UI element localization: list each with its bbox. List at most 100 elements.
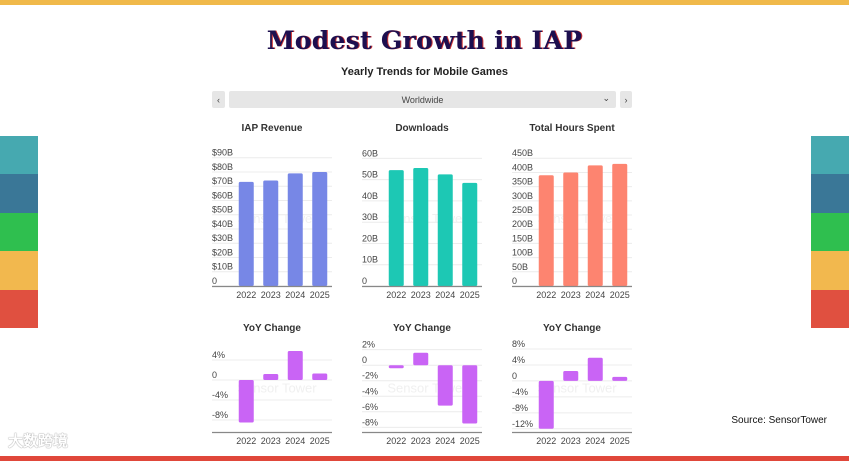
x-tick-label: 2024 xyxy=(435,436,455,446)
x-tick-label: 2023 xyxy=(411,436,431,446)
y-tick-label: 0 xyxy=(362,355,367,365)
y-tick-label: 250B xyxy=(512,205,533,215)
bar xyxy=(587,357,603,381)
color-band xyxy=(811,136,849,175)
chart-title: YoY Change xyxy=(543,323,601,334)
y-tick-label: 0 xyxy=(212,276,217,286)
watermark: Sensor Tower xyxy=(387,381,467,396)
y-tick-label: 8% xyxy=(512,339,525,349)
x-tick-label: 2023 xyxy=(561,290,581,300)
bar xyxy=(238,380,254,423)
y-tick-label: 0 xyxy=(512,371,517,381)
bar xyxy=(538,380,554,429)
y-tick-label: 40B xyxy=(362,191,378,201)
bar xyxy=(538,175,554,286)
y-tick-label: 20B xyxy=(362,233,378,243)
chart-panel: Total Hours Spent 0 50B 100B 150B 200B 250B 300… xyxy=(512,121,632,301)
x-tick-label: 2025 xyxy=(310,436,330,446)
color-band xyxy=(811,289,849,328)
y-tick-label: $30B xyxy=(212,233,233,243)
x-tick-label: 2023 xyxy=(261,290,281,300)
bar xyxy=(612,376,628,381)
bar xyxy=(312,373,328,380)
next-region-button[interactable]: › xyxy=(620,91,632,108)
x-tick-label: 2024 xyxy=(585,290,605,300)
right-color-strip xyxy=(811,136,849,328)
bar xyxy=(263,374,279,380)
bottom-accent-bar xyxy=(0,456,849,461)
color-band xyxy=(811,174,849,213)
y-tick-label: 200B xyxy=(512,219,533,229)
x-tick-label: 2023 xyxy=(561,436,581,446)
x-tick-label: 2022 xyxy=(236,436,256,446)
x-tick-label: 2022 xyxy=(386,290,406,300)
x-tick-label: 2024 xyxy=(585,436,605,446)
y-tick-label: -2% xyxy=(362,371,378,381)
y-tick-label: $10B xyxy=(212,262,233,272)
y-tick-label: $50B xyxy=(212,205,233,215)
region-select-value: Worldwide xyxy=(401,94,444,105)
y-tick-label: -8% xyxy=(362,417,378,427)
bar xyxy=(413,352,429,366)
top-accent-bar xyxy=(0,0,849,5)
chart-panel: YoY Change -8% -6% -4% -2% 0 2% Sensor Tower 202… xyxy=(362,321,482,449)
y-tick-label: 300B xyxy=(512,191,533,201)
chart-title: YoY Change xyxy=(393,323,451,334)
chart-panel: YoY Change -8% -4% 0 4% Sensor Tower 2022 2023 2… xyxy=(212,321,332,449)
x-tick-label: 2022 xyxy=(236,290,256,300)
prev-region-button[interactable]: ‹ xyxy=(212,91,225,108)
y-tick-label: -8% xyxy=(512,403,528,413)
chart-panel: IAP Revenue 0 $10B $20B $30B $40B $50B $60B $70B… xyxy=(212,121,332,301)
bar xyxy=(462,182,478,286)
logo: 大数跨境 xyxy=(8,433,69,450)
y-tick-label: -4% xyxy=(212,390,228,400)
x-tick-label: 2023 xyxy=(261,436,281,446)
y-tick-label: 30B xyxy=(362,212,378,222)
x-tick-label: 2025 xyxy=(310,290,330,300)
y-tick-label: 0 xyxy=(212,370,217,380)
region-select[interactable]: Worldwide ⌄ xyxy=(229,91,616,108)
y-tick-label: 60B xyxy=(362,148,378,158)
color-band xyxy=(811,251,849,290)
chart-panel: YoY Change -12% -8% -4% 0 4% 8% Sensor Tower 202… xyxy=(512,321,632,449)
bar xyxy=(388,365,404,369)
y-tick-label: 0 xyxy=(362,276,367,286)
left-color-strip xyxy=(0,136,38,328)
bar xyxy=(312,171,328,286)
y-tick-label: -12% xyxy=(512,419,533,429)
chart-title: Total Hours Spent xyxy=(529,123,615,134)
page-subtitle: Yearly Trends for Mobile Games xyxy=(341,66,508,78)
y-tick-label: 2% xyxy=(362,340,375,350)
y-tick-label: 50B xyxy=(362,170,378,180)
source-note: Source: SensorTower xyxy=(731,415,827,426)
chart-svg: 0$10B$20B$30B$40B$50B$60B$70B$80B$90BSen… xyxy=(212,148,332,300)
chart-title: IAP Revenue xyxy=(241,123,303,134)
watermark: Sensor Tower xyxy=(537,381,617,396)
y-tick-label: 150B xyxy=(512,233,533,243)
y-tick-label: 350B xyxy=(512,177,533,187)
watermark: Sensor Tower xyxy=(237,381,317,396)
y-tick-label: -6% xyxy=(362,402,378,412)
y-tick-label: $90B xyxy=(212,148,233,158)
color-band xyxy=(0,251,38,290)
y-tick-label: -4% xyxy=(512,387,528,397)
x-tick-label: 2024 xyxy=(285,290,305,300)
x-tick-label: 2023 xyxy=(411,290,431,300)
color-band xyxy=(811,212,849,252)
bar xyxy=(612,163,628,286)
bar xyxy=(437,174,453,286)
y-tick-label: $80B xyxy=(212,162,233,172)
bar xyxy=(263,180,279,286)
y-tick-label: 450B xyxy=(512,148,533,158)
y-tick-label: -4% xyxy=(362,386,378,396)
y-tick-label: $20B xyxy=(212,247,233,257)
x-tick-label: 2025 xyxy=(610,436,630,446)
x-tick-label: 2025 xyxy=(610,290,630,300)
color-band xyxy=(0,136,38,175)
y-tick-label: 0 xyxy=(512,276,517,286)
y-tick-label: 10B xyxy=(362,255,378,265)
bar xyxy=(287,173,303,286)
bar xyxy=(413,167,429,286)
page-title: Modest Growth in IAP xyxy=(266,26,583,55)
